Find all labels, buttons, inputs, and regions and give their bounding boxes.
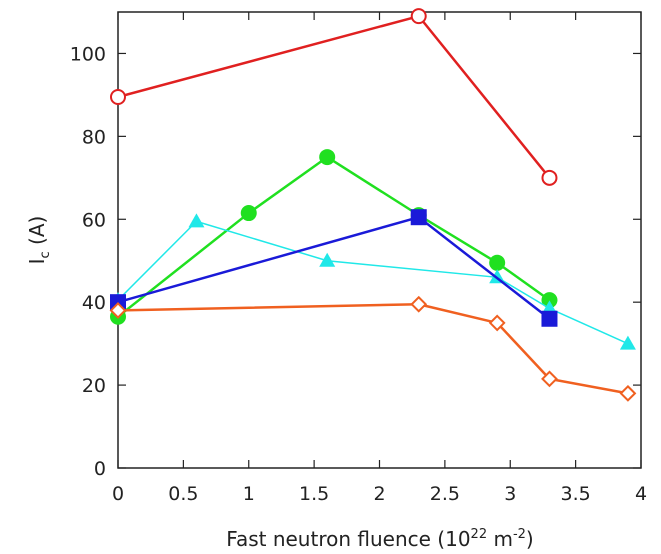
x-tick-label: 1.5: [299, 483, 329, 505]
y-tick-label: 20: [82, 375, 106, 397]
data-point: [410, 8, 427, 25]
y-tick-label: 100: [70, 43, 106, 65]
data-point: [541, 310, 558, 327]
data-point: [410, 295, 428, 313]
data-point: [240, 205, 257, 222]
data-point: [410, 209, 427, 226]
series-layer: [109, 8, 637, 402]
x-tick-label: 2.5: [430, 483, 460, 505]
x-tick-label: 1: [243, 483, 255, 505]
data-point: [319, 149, 336, 166]
data-point: [109, 302, 127, 319]
series-line: [117, 215, 551, 320]
data-point: [619, 335, 636, 350]
data-point: [488, 314, 506, 332]
data-point: [110, 88, 126, 105]
plot-frame: [117, 11, 642, 469]
x-tick-label: 4: [635, 483, 647, 505]
data-point: [541, 370, 558, 388]
x-tick-label: 2: [373, 483, 385, 505]
data-point: [541, 169, 558, 186]
y-tick-label: 80: [82, 126, 106, 148]
x-tick-label: 3: [504, 483, 516, 505]
x-axis-label: Fast neutron fluence (1022 m-2): [226, 527, 533, 551]
y-tick-label: 0: [94, 458, 106, 480]
y-tick-label: 60: [82, 209, 106, 231]
data-point: [541, 292, 558, 309]
plot-area: [117, 11, 642, 469]
y-axis-label: Ic (A): [25, 216, 53, 265]
data-point: [489, 254, 506, 271]
x-tick-label: 3.5: [561, 483, 591, 505]
data-point: [188, 213, 205, 228]
y-tick-label: 40: [82, 292, 106, 314]
data-point: [619, 384, 637, 402]
series-5: [109, 295, 637, 402]
series-1: [110, 8, 558, 186]
series-line: [117, 155, 551, 318]
series-2: [110, 149, 558, 325]
series-line: [117, 220, 629, 345]
x-tick-label: 0.5: [168, 483, 198, 505]
data-point: [319, 252, 336, 267]
x-tick-label: 0: [112, 483, 124, 505]
